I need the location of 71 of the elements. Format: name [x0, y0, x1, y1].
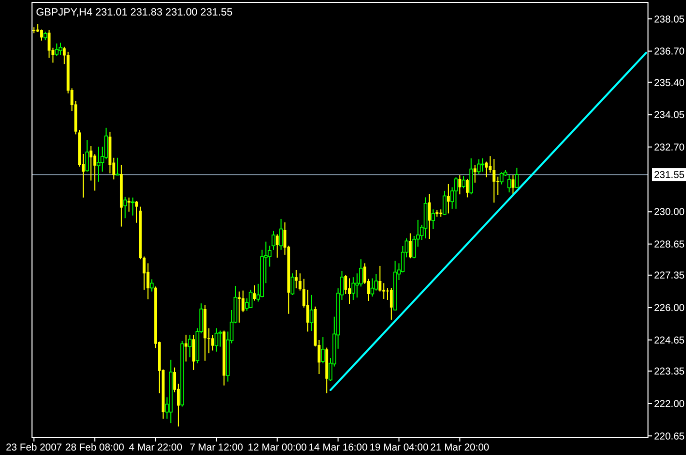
chart-title: GBPJPY,H4 231.01 231.83 231.00 231.55 [36, 6, 233, 18]
candlestick [512, 174, 514, 194]
y-tick-label: 226.00 [654, 303, 686, 314]
candlestick [279, 218, 283, 250]
candlestick [130, 197, 135, 216]
candlestick [48, 30, 51, 58]
candlestick [192, 334, 196, 370]
candlestick [492, 158, 496, 204]
candlestick [253, 284, 256, 302]
y-tick-label: 220.65 [654, 431, 686, 442]
x-tick-label: 14 Mar 16:00 [308, 442, 368, 454]
x-tick-label: 7 Mar 12:00 [190, 442, 244, 454]
candlestick [446, 183, 450, 214]
candlestick [454, 176, 458, 210]
candlestick [54, 42, 59, 56]
candlestick [321, 336, 325, 364]
candlestick [135, 200, 138, 224]
y-tick-label: 222.00 [654, 398, 686, 410]
candlestick [218, 330, 222, 348]
candlestick [466, 178, 469, 198]
candlestick [150, 278, 154, 292]
candlestick [272, 230, 276, 250]
candlestick [507, 174, 512, 193]
candlestick [476, 158, 481, 175]
y-tick-label: 227.35 [654, 270, 686, 282]
y-tick-label: 235.40 [654, 78, 686, 89]
candlestick [290, 272, 294, 296]
x-tick-label: 4 Mar 22:00 [128, 442, 183, 454]
y-tick-label: 236.70 [654, 46, 686, 58]
y-tick-label: 230.00 [654, 207, 686, 218]
candlestick [242, 290, 244, 313]
candlestick [351, 276, 356, 300]
candlestick [428, 193, 431, 240]
candlestick [128, 197, 130, 212]
candlestick [58, 42, 62, 56]
y-tick-label: 224.65 [654, 335, 686, 346]
candlestick [500, 172, 504, 185]
candlestick [462, 176, 466, 189]
y-tick-label: 228.65 [654, 240, 686, 251]
y-tick-label: 238.05 [654, 14, 686, 26]
candlestick [480, 158, 484, 172]
candlestick [40, 29, 43, 42]
candlestick [514, 167, 519, 188]
candlestick [96, 146, 100, 182]
candlestick [390, 287, 393, 320]
candlestick [298, 272, 302, 292]
candlestick [408, 232, 412, 259]
x-tick-label: 28 Feb 08:00 [65, 442, 125, 454]
candlestick [310, 294, 314, 332]
candlestick [116, 157, 120, 176]
x-tick-label: 19 Mar 04:00 [369, 442, 429, 454]
candlestick [188, 334, 192, 358]
candlestick [214, 328, 218, 352]
candlestick [294, 269, 298, 289]
x-tick-label: 21 Mar 20:00 [430, 442, 490, 454]
y-tick-label: 223.35 [654, 366, 686, 378]
candlestick [431, 208, 435, 230]
candlestick [85, 140, 89, 172]
ref-line-label: 231.55 [654, 170, 686, 182]
x-tick-label: 23 Feb 2007 [6, 442, 62, 454]
candlestick [184, 334, 188, 362]
y-tick-label: 234.05 [654, 110, 686, 122]
candlestick [442, 190, 446, 216]
candlestick [348, 278, 351, 305]
candlestick [370, 278, 374, 298]
candlestick [474, 164, 476, 184]
y-tick-label: 232.70 [654, 142, 686, 154]
candlestick [123, 196, 127, 219]
x-tick-label: 12 Mar 00:00 [248, 442, 308, 454]
candlestick [248, 289, 252, 309]
candlestick [469, 158, 474, 195]
